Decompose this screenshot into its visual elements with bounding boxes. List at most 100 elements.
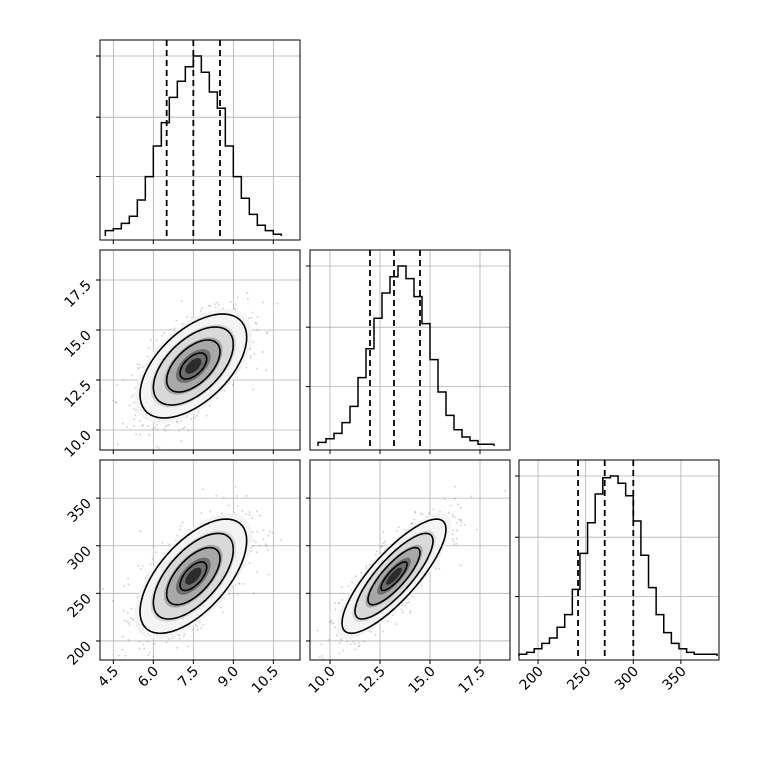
pair-2-contour-1 [367,546,421,606]
pair-0-sample [253,352,256,355]
pair-1-sample [126,611,129,614]
pair-1-sample [258,514,261,517]
hist-0-bin-12 [201,72,209,236]
pair-1-xtick-label-3: 9.0 [215,664,242,691]
hist-2-bin-5 [557,627,565,656]
pair-0-sample [132,401,135,404]
pair-1-sample [221,512,224,515]
pair-2-sample [419,512,422,515]
pair-0-sample [189,418,192,421]
pair-2-sample [454,516,457,519]
pair-2-sample [411,522,414,525]
pair-0-sample [131,374,134,377]
pair-0-sample [135,433,138,436]
pair-1-sample [202,623,205,626]
pair-2-sample [330,622,333,625]
pair-1-sample [152,655,155,658]
hist-2-bin-15 [633,521,641,656]
pair-1-frame [99,459,301,661]
pair-0-sample [205,414,208,417]
hist-0-bin-21 [273,234,281,236]
pair-1-sample [219,606,222,609]
pair-2-sample [358,644,361,647]
pair-1-sample [165,641,168,644]
pair-0-sample [246,297,249,300]
hist-1-bin-20 [478,444,486,446]
pair-1-sample [176,534,179,537]
pair-0-sample [180,300,183,303]
pair-1-sample [139,568,142,571]
pair-1-sample [255,510,258,513]
pair-2-frame [309,459,511,661]
pair-1-sample [200,627,203,630]
pair-0-sample [208,404,211,407]
hist-0-bin-1 [113,229,121,236]
pair-1-sample [198,621,201,624]
pair-1-sample [146,640,149,643]
pair-1-sample [195,624,198,627]
pair-1-sample [238,582,241,585]
pair-1-sample [245,513,248,516]
pair-2-sample [420,584,423,587]
pair-2-sample [374,553,377,556]
pair-2-sample [382,630,385,633]
pair-2-sample [470,495,473,498]
pair-0-sample [233,307,236,310]
hist-2-bin-20 [671,643,679,656]
pair-0-sample [133,418,136,421]
pair-2-sample [340,586,343,589]
hist-1-bin-21 [486,444,494,446]
pair-1-sample [264,543,267,546]
pair-2-sample [395,623,398,626]
pair-1-sample [142,643,145,646]
pair-2-sample [341,599,344,602]
pair-1-sample [252,592,255,595]
pair-2-sample [443,498,446,501]
pair-1-sample [228,593,231,596]
pair-1-sample [254,541,257,544]
pair-1-sample [252,539,255,542]
pair-2-sample [459,524,462,527]
pair-1-sample [168,543,171,546]
pair-0-sample [130,396,133,399]
pair-0-sample [256,316,259,319]
pair-2-density-level-4 [386,567,402,585]
pair-2-sample [413,518,416,521]
pair-2-sample [436,562,439,565]
pair-0-sample [122,378,125,381]
pair-2-sample [354,575,357,578]
pair-1-sample [222,496,225,499]
pair-2-sample [409,609,412,612]
pair-1-sample [271,531,274,534]
pair-2-sample [411,595,414,598]
pair-1-sample [112,599,115,602]
hist-0-bin-20 [265,231,273,236]
pair-0-sample [138,363,141,366]
pair-0-sample [134,414,137,417]
pair-2-sample [363,640,366,643]
pair-1-sample [258,544,261,547]
pair-2-sample [351,640,354,643]
pair-0-sample [137,367,140,370]
pair-0-sample [134,408,137,411]
hist-2-xtick-label-2: 300 [612,664,642,694]
pair-2-sample [335,634,338,637]
pair-0-sample [276,302,279,305]
pair-2-sample [334,626,337,629]
pair-2-sample [404,604,407,607]
pair-0-sample [217,303,220,306]
pair-1-sample [252,545,255,548]
pair-2-sample [330,664,332,666]
pair-1-contour-3 [139,518,248,635]
pair-2-sample [349,643,352,646]
pair-1-sample [248,562,251,565]
pair-1-sample [148,651,151,654]
pair-2-sample [456,537,459,540]
pair-1-sample [268,530,271,533]
pair-1-sample [248,511,251,514]
pair-0-ytick-label-0: 10.0 [61,428,94,461]
pair-1-sample [242,582,245,585]
pair-1-contour-1 [165,546,221,606]
pair-2-sample [434,567,437,570]
hist-1-bin-7 [374,318,382,446]
